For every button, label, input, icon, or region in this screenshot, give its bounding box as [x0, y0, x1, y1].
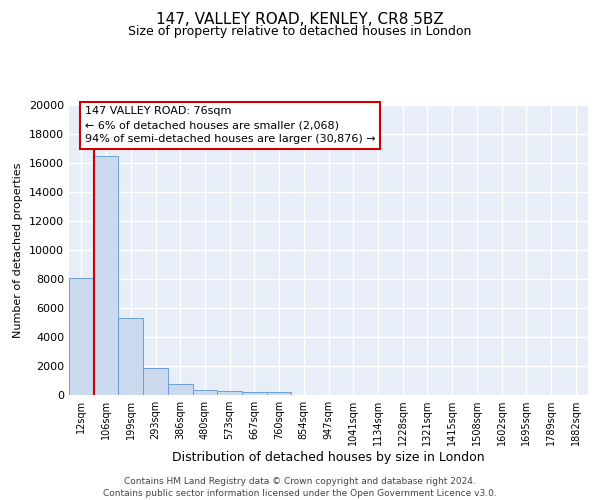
Bar [242, 392, 267, 395]
Y-axis label: Number of detached properties: Number of detached properties [13, 162, 23, 338]
Bar [267, 392, 292, 395]
Bar [168, 384, 193, 395]
Text: Size of property relative to detached houses in London: Size of property relative to detached ho… [128, 25, 472, 38]
Bar [69, 278, 94, 395]
Text: 147, VALLEY ROAD, KENLEY, CR8 5BZ: 147, VALLEY ROAD, KENLEY, CR8 5BZ [156, 12, 444, 28]
Bar [118, 318, 143, 395]
X-axis label: Distribution of detached houses by size in London: Distribution of detached houses by size … [172, 451, 485, 464]
Bar [217, 392, 242, 395]
Text: 147 VALLEY ROAD: 76sqm
← 6% of detached houses are smaller (2,068)
94% of semi-d: 147 VALLEY ROAD: 76sqm ← 6% of detached … [85, 106, 375, 144]
Bar [143, 368, 168, 395]
Bar [94, 156, 118, 395]
Bar [193, 390, 217, 395]
Text: Contains HM Land Registry data © Crown copyright and database right 2024.
Contai: Contains HM Land Registry data © Crown c… [103, 476, 497, 498]
